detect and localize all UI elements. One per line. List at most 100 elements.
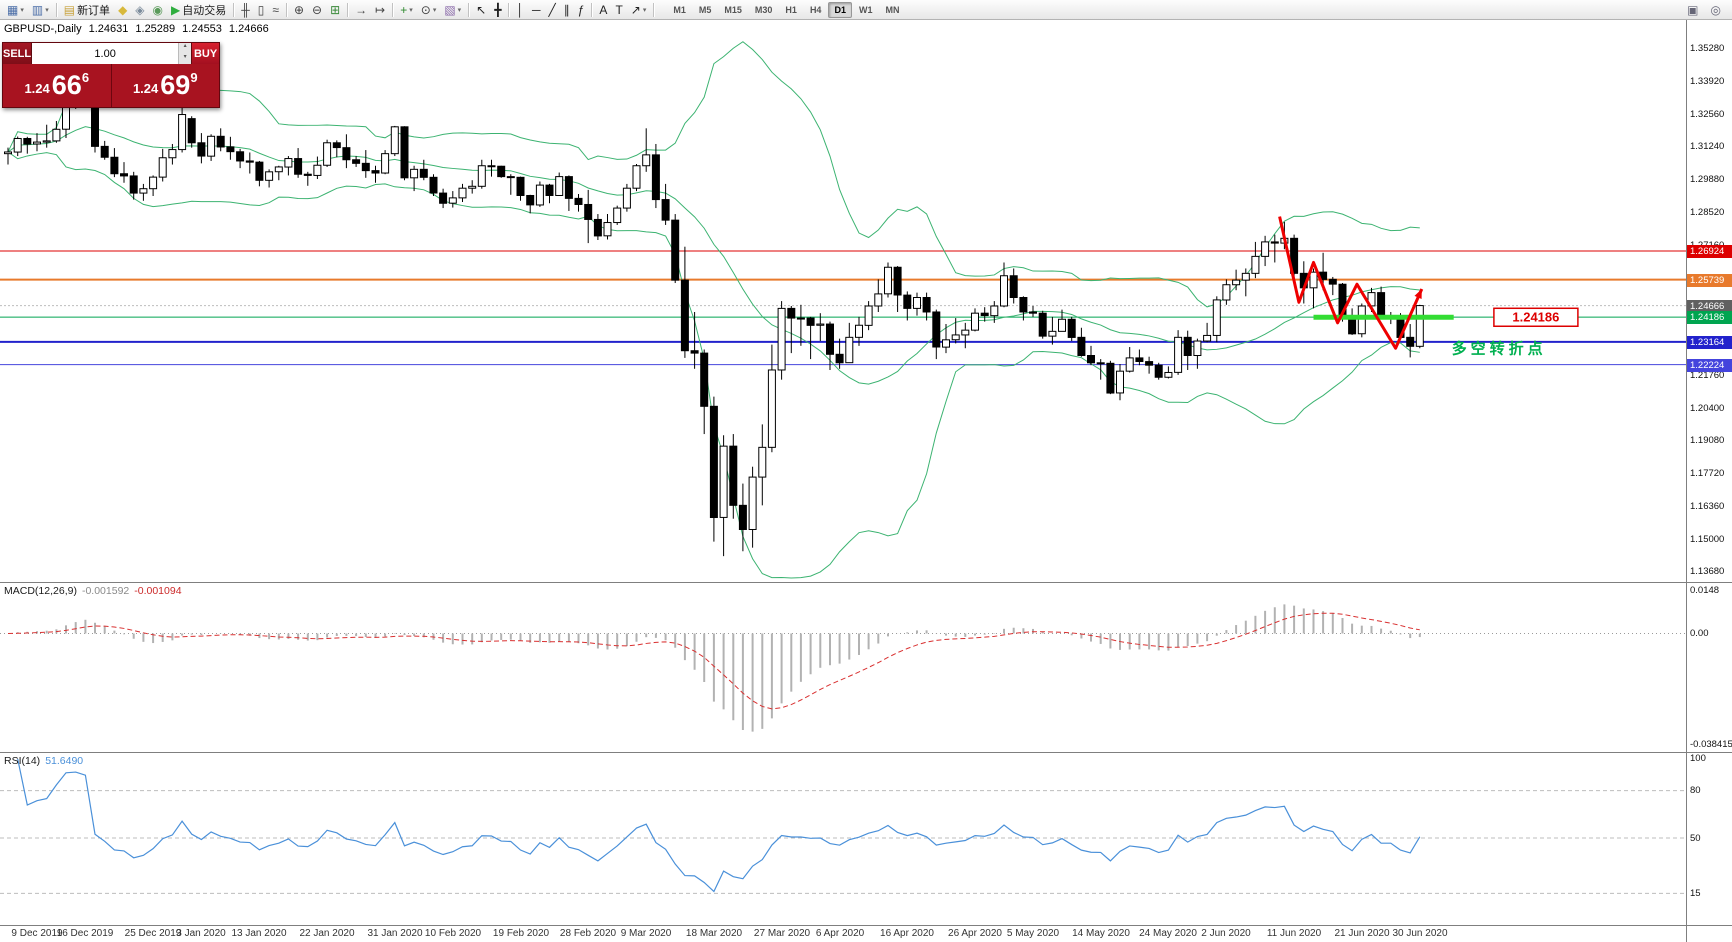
new-order-button[interactable]: ▤ 新订单 — [60, 0, 114, 19]
timeframe-m15[interactable]: M15 — [724, 4, 742, 15]
auto-scroll-button[interactable]: → — [351, 0, 371, 19]
crosshair-icon: ╋ — [494, 2, 502, 17]
zoom-out-button[interactable]: ⊖ — [308, 0, 326, 19]
timeframe-d1[interactable]: D1 — [828, 1, 852, 18]
price-callout-box[interactable] — [1493, 307, 1579, 328]
timeframe-mn[interactable]: MN — [885, 4, 900, 15]
new-window-icon: ▣ — [1687, 2, 1699, 17]
search-button[interactable]: ◎ — [1707, 0, 1725, 19]
date-axis-label: 30 Jun 2020 — [1392, 928, 1448, 939]
date-axis-label: 27 Mar 2020 — [753, 928, 811, 939]
chevron-down-icon: ▾ — [45, 6, 49, 14]
periods-button[interactable]: ⊙ ▾ — [417, 0, 441, 19]
date-axis-label: 9 Mar 2020 — [620, 928, 672, 939]
date-axis-label: 10 Feb 2020 — [424, 928, 482, 939]
sell-price-display[interactable]: 1.24 66 6 — [3, 64, 111, 107]
price-axis-column[interactable]: 1.35280 1.33920 1.32560 1.31240 1.29880 1.285… — [1686, 20, 1732, 942]
macd-axis[interactable]: 0.0148 0.00 -0.038415 — [1687, 583, 1732, 753]
macd-indicator-panel[interactable]: MACD(12,26,9) -0.001592 -0.001094 — [0, 583, 1686, 753]
arrows-button[interactable]: ↗ ▾ — [627, 0, 651, 19]
rsi-line — [17, 758, 1421, 893]
data-window-icon: ◈ — [135, 2, 145, 17]
volume-up-icon[interactable]: ▴ — [179, 43, 192, 54]
chart-ohlc-header: GBPUSD-,Daily 1.24631 1.25289 1.24553 1.… — [4, 23, 269, 35]
price-axis[interactable]: 1.35280 1.33920 1.32560 1.31240 1.29880 1.285… — [1687, 20, 1732, 583]
profiles-button[interactable]: ▥ ▾ — [28, 0, 53, 19]
bar-chart-mode-button[interactable]: ╫ — [237, 0, 254, 19]
sell-button[interactable]: SELL — [3, 43, 32, 64]
periods-icon: ⊙ — [420, 2, 431, 17]
zoom-in-button[interactable]: ⊕ — [290, 0, 308, 19]
timeframe-w1[interactable]: W1 — [858, 4, 873, 15]
data-window-button[interactable]: ◈ — [131, 0, 148, 19]
volume-input[interactable] — [32, 43, 179, 64]
text-label-button[interactable]: T — [611, 0, 626, 19]
date-axis-label: 28 Feb 2020 — [559, 928, 617, 939]
open-value: 1.24631 — [88, 23, 129, 35]
rsi-axis-label: 50 — [1690, 833, 1701, 844]
templates-button[interactable]: ▧ ▾ — [440, 0, 465, 19]
timeframe-m30[interactable]: M30 — [754, 4, 773, 15]
date-axis-label: 22 Jan 2020 — [299, 928, 355, 939]
autotrading-button[interactable]: ▶ 自动交易 — [167, 0, 230, 19]
price-axis-label: 1.19080 — [1690, 435, 1725, 446]
crosshair-button[interactable]: ╋ — [490, 0, 505, 19]
rsi-axis-label: 15 — [1690, 888, 1701, 899]
price-chart[interactable]: 1.24186 多空转折点 — [0, 20, 1686, 582]
timeframe-switcher: M1 M5 M15 M30 H1 H4 D1 W1 MN — [667, 1, 905, 18]
market-watch-button[interactable]: ◆ — [114, 0, 131, 19]
toolbar-separator — [591, 2, 593, 17]
volume-down-icon[interactable]: ▾ — [179, 53, 192, 64]
rsi-axis-label: 100 — [1690, 753, 1706, 764]
rsi-chart[interactable] — [0, 753, 1686, 925]
line-chart-mode-button[interactable]: ≈ — [268, 0, 283, 19]
rsi-axis[interactable]: 100 80 50 15 — [1687, 753, 1732, 926]
chart-panels: 1.24186 多空转折点 GBPUSD-,Daily 1.24631 1.252… — [0, 20, 1686, 942]
rsi-axis-label: 80 — [1690, 785, 1701, 796]
timeframe-h1[interactable]: H1 — [785, 4, 797, 15]
price-axis-label: 1.35280 — [1690, 43, 1725, 54]
equidistant-channel-button[interactable]: ∥ — [560, 0, 574, 19]
trendline-button[interactable]: ╱ — [545, 0, 560, 19]
candlestick-series — [4, 67, 1424, 557]
macd-axis-label: 0.00 — [1690, 628, 1709, 639]
horizontal-line-button[interactable]: ─ — [528, 0, 545, 19]
chevron-down-icon: ▾ — [432, 6, 437, 14]
indicators-button[interactable]: + ▾ — [396, 0, 417, 19]
buy-button[interactable]: BUY — [192, 43, 219, 64]
date-axis-label: 11 Jun 2020 — [1266, 928, 1322, 939]
vertical-line-button[interactable]: │ — [512, 0, 528, 19]
chart-shift-button[interactable]: ↦ — [371, 0, 389, 19]
price-chart-panel[interactable]: 1.24186 多空转折点 GBPUSD-,Daily 1.24631 1.252… — [0, 20, 1686, 583]
candlestick-mode-button[interactable]: ▯ — [254, 0, 269, 19]
price-axis-label: 1.32560 — [1690, 109, 1725, 120]
text-button[interactable]: A — [595, 0, 611, 19]
annotations: 1.24186 多空转折点 — [1278, 216, 1579, 358]
buy-price-display[interactable]: 1.24 69 9 — [112, 64, 220, 107]
price-tag-1.26924: 1.26924 — [1687, 245, 1732, 258]
chevron-down-icon: ▾ — [409, 6, 413, 14]
cursor-button[interactable]: ↖ — [472, 0, 490, 19]
price-axis-label: 1.16360 — [1690, 501, 1725, 512]
time-axis[interactable]: 9 Dec 2019 16 Dec 2019 25 Dec 2019 3 Jan 20… — [0, 926, 1686, 942]
fibonacci-button[interactable]: ƒ — [574, 0, 589, 19]
trade-controls-row: SELL ▴ ▾ BUY — [3, 43, 219, 64]
rsi-indicator-panel[interactable]: RSI(14) 51.6490 — [0, 753, 1686, 926]
timeframe-m5[interactable]: M5 — [698, 4, 712, 15]
new-window-button[interactable]: ▣ — [1683, 0, 1702, 19]
date-axis-label: 16 Dec 2019 — [56, 928, 114, 939]
macd-axis-label: 0.0148 — [1690, 585, 1720, 596]
market-watch-icon: ◆ — [118, 2, 128, 17]
macd-chart[interactable] — [0, 583, 1686, 752]
tile-windows-button[interactable]: ⊞ — [326, 0, 344, 19]
trend-zigzag-arrow[interactable] — [1278, 216, 1424, 350]
timeframe-m1[interactable]: M1 — [673, 4, 686, 15]
date-axis-label: 24 May 2020 — [1139, 928, 1197, 939]
price-tag-1.24666: 1.24666 — [1687, 300, 1732, 313]
navigator-button[interactable]: ◉ — [149, 0, 167, 19]
turning-point-note[interactable]: 多空转折点 — [1452, 340, 1547, 358]
bollinger-upper — [7, 41, 1420, 308]
high-value: 1.25289 — [135, 23, 176, 35]
timeframe-h4[interactable]: H4 — [809, 4, 822, 15]
new-chart-button[interactable]: ▦ ▾ — [3, 0, 28, 19]
